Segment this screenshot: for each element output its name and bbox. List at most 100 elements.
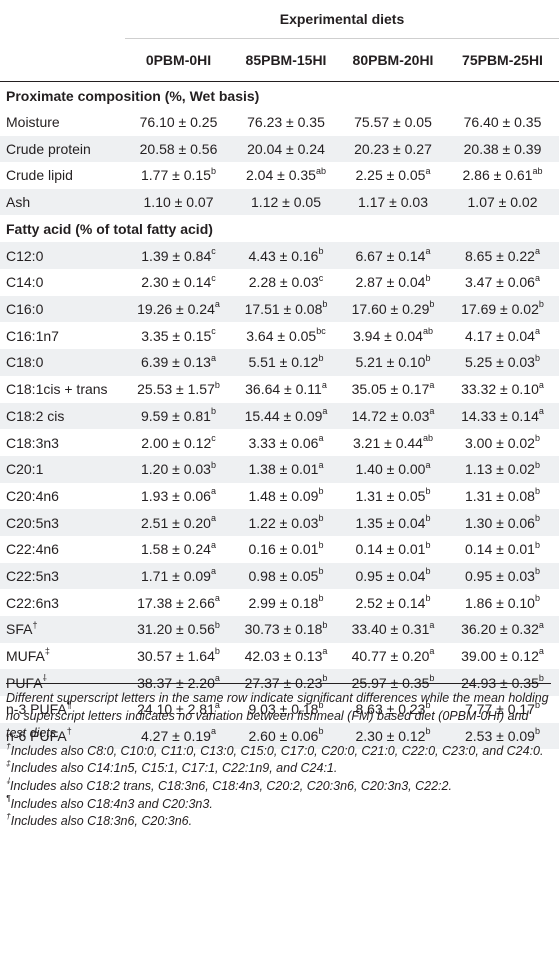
value-cell: 20.23 ± 0.27: [340, 135, 446, 163]
significance-letter: a: [321, 379, 327, 390]
mean-sd-value: 1.22 ± 0.03: [248, 514, 319, 531]
value-cell: 2.53 ± 0.09b: [446, 722, 559, 750]
table-row: C20:1 1.20 ± 0.03b 1.38 ± 0.01a 1.40 ± 0.00…: [0, 455, 559, 483]
significance-letter: b: [425, 272, 431, 283]
significance-letter: a: [534, 272, 540, 283]
mean-sd-value: 40.77 ± 0.20: [351, 648, 430, 665]
significance-letter: a: [318, 432, 324, 443]
mean-sd-value: 3.47 ± 0.06: [465, 274, 535, 291]
table-row: Moisture 76.10 ± 0.25 76.23 ± 0.35 75.57 ± …: [0, 109, 559, 136]
table-body: Proximate composition (%, Wet basis) Mois…: [0, 82, 559, 750]
row-label: C20:5n3: [6, 514, 59, 531]
row-label: Ash: [6, 194, 31, 211]
mean-sd-value: 5.21 ± 0.10: [355, 354, 426, 371]
value-cell: 20.04 ± 0.24: [232, 135, 340, 163]
value-cell: 1.35 ± 0.04b: [340, 509, 446, 536]
value-cell: 6.39 ± 0.13a: [125, 349, 232, 376]
value-cell: 2.28 ± 0.03c: [232, 269, 340, 296]
value-cell: 5.21 ± 0.10b: [340, 349, 446, 376]
row-label: C12:0: [6, 247, 44, 264]
table-row: C22:5n3 1.71 ± 0.09a 0.98 ± 0.05b 0.95 ± 0.…: [0, 562, 559, 590]
significance-letter: a: [534, 326, 540, 337]
table-row: C20:5n3 2.51 ± 0.20a 1.22 ± 0.03b 1.35 ± 0.…: [0, 509, 559, 536]
mean-sd-value: 15.44 ± 0.09: [244, 407, 323, 424]
row-label: C14:0: [6, 274, 44, 291]
significance-letter: ab: [532, 165, 543, 176]
value-cell: 0.98 ± 0.05b: [232, 562, 340, 590]
value-cell: 2.30 ± 0.12b: [340, 722, 446, 750]
significance-letter: a: [429, 379, 435, 390]
significance-letter: a: [538, 619, 544, 630]
mean-sd-value: 1.13 ± 0.02: [465, 461, 535, 478]
table-row: C18:3n3 2.00 ± 0.12c 3.33 ± 0.06a 3.21 ± 0.…: [0, 429, 559, 456]
significance-letter: b: [318, 352, 324, 363]
mean-sd-value: 6.39 ± 0.13: [141, 354, 211, 371]
value-cell: 14.72 ± 0.03a: [340, 402, 446, 430]
mean-sd-value: 1.10 ± 0.07: [143, 194, 214, 211]
mean-sd-value: 2.53 ± 0.09: [465, 728, 535, 745]
value-cell: 38.37 ± 2.20a: [125, 669, 232, 697]
mean-sd-value: 76.10 ± 0.25: [139, 114, 218, 131]
mean-sd-value: 25.97 ± 0.35: [351, 674, 430, 691]
footnote: †Includes also C18:3n6, C20:3n6.: [6, 812, 551, 831]
value-cell: 1.58 ± 0.24a: [125, 535, 232, 563]
row-label: C20:4n6: [6, 487, 59, 504]
table-row: C14:0 2.30 ± 0.14c 2.28 ± 0.03c 2.87 ± 0.04…: [0, 269, 559, 296]
significance-letter: b: [534, 352, 540, 363]
value-cell: 1.20 ± 0.03b: [125, 455, 232, 483]
mean-sd-value: 1.86 ± 0.10: [465, 594, 535, 611]
value-cell: 1.31 ± 0.05b: [340, 482, 446, 510]
significance-letter: b: [322, 673, 328, 684]
mean-sd-value: 9.03 ± 0.18: [248, 701, 319, 718]
section-title: Proximate composition (%, Wet basis): [6, 87, 260, 104]
row-label-cell: C20:1: [0, 455, 125, 483]
mean-sd-value: 2.30 ± 0.12: [355, 728, 426, 745]
significance-letter: b: [534, 459, 540, 470]
row-label: n-3 PUFA: [6, 701, 67, 718]
footnote: Different superscript letters in the sam…: [6, 690, 551, 743]
table-row: C22:6n3 17.38 ± 2.66a 2.99 ± 0.18b 2.52 ± 0…: [0, 589, 559, 616]
mean-sd-value: 25.53 ± 1.57: [137, 381, 215, 398]
mean-sd-value: 1.31 ± 0.05: [355, 487, 426, 504]
significance-letter: c: [211, 326, 216, 337]
mean-sd-value: 2.04 ± 0.35: [246, 167, 316, 184]
table-row: n-3 PUFA¶ 24.10 ± 2.81a 9.03 ± 0.18b 8.63 ±…: [0, 696, 559, 723]
mean-sd-value: 20.04 ± 0.24: [247, 140, 325, 157]
header-row-group: Experimental diets: [0, 0, 559, 39]
significance-letter: b: [425, 512, 431, 523]
significance-letter: b: [425, 352, 431, 363]
row-label: C22:6n3: [6, 594, 59, 611]
mean-sd-value: 31.20 ± 0.56: [137, 621, 215, 638]
mean-sd-value: 1.77 ± 0.15: [141, 167, 211, 184]
value-cell: 76.10 ± 0.25: [125, 109, 232, 136]
row-label-cell: C18:1cis + trans: [0, 375, 125, 403]
mean-sd-value: 1.39 ± 0.84: [141, 247, 212, 264]
value-cell: 1.12 ± 0.05: [232, 188, 340, 216]
significance-letter: b: [322, 619, 328, 630]
significance-letter: a: [425, 459, 431, 470]
value-cell: 4.17 ± 0.04a: [446, 322, 559, 350]
footnote-marker: ‡: [44, 646, 50, 657]
value-cell: 1.07 ± 0.02: [446, 188, 559, 216]
significance-letter: a: [214, 299, 220, 310]
mean-sd-value: 2.86 ± 0.61: [462, 167, 533, 184]
significance-letter: ab: [315, 165, 326, 176]
footnote-marker: †: [32, 619, 38, 630]
mean-sd-value: 2.51 ± 0.20: [141, 514, 211, 531]
mean-sd-value: 1.07 ± 0.02: [467, 194, 538, 211]
significance-letter: a: [210, 726, 216, 737]
mean-sd-value: 30.73 ± 0.18: [244, 621, 323, 638]
value-cell: 30.73 ± 0.18b: [232, 616, 340, 643]
mean-sd-value: 17.60 ± 0.29: [351, 301, 430, 318]
significance-letter: a: [322, 406, 328, 417]
row-label-cell: C12:0: [0, 242, 125, 270]
significance-letter: a: [425, 246, 431, 257]
section-title: Fatty acid (% of total fatty acid): [6, 220, 213, 237]
value-cell: 35.05 ± 0.17a: [340, 375, 446, 403]
row-label: C20:1: [6, 461, 44, 478]
significance-letter: b: [538, 299, 544, 310]
row-label-cell: C16:0: [0, 295, 125, 323]
row-label-cell: C14:0: [0, 269, 125, 296]
value-cell: 2.99 ± 0.18b: [232, 589, 340, 616]
footnote-symbol: ‡: [6, 758, 11, 769]
